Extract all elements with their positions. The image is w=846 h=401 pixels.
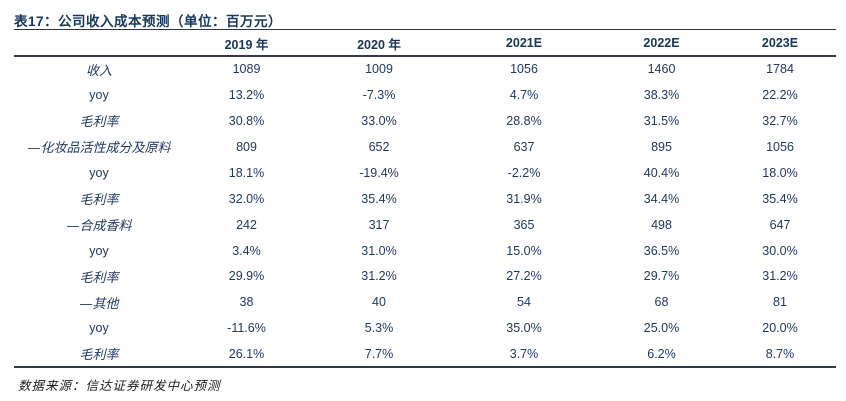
cell-value: 1460	[647, 62, 676, 77]
cell-value: 809	[236, 139, 257, 154]
cell-value: 895	[651, 139, 672, 154]
row-label: 毛利率	[79, 193, 119, 209]
cell-value: -2.2%	[507, 165, 541, 180]
cell-value: 365	[513, 217, 535, 232]
cell-value: 5.3%	[364, 321, 394, 336]
cell-value: 29.9%	[228, 269, 265, 284]
row-label: —化妆品活性成分及原料	[27, 141, 171, 157]
cell-value: 242	[236, 217, 257, 232]
row-label: 毛利率	[79, 115, 119, 131]
cell-value: 34.4%	[643, 191, 680, 206]
cell-value: 29.7%	[643, 269, 680, 284]
cell-value: 54	[517, 295, 531, 310]
forecast-table: 2019 年 2020 年 2021E 2022E 2023E 收入 1089 10…	[14, 31, 836, 369]
cell-value: 15.0%	[506, 243, 542, 258]
cell-value: 20.0%	[762, 321, 798, 336]
row-label: yoy	[89, 243, 109, 258]
table-header-row: 2019 年 2020 年 2021E 2022E 2023E	[14, 31, 836, 57]
cell-value: 7.7%	[309, 341, 449, 369]
table-row: yoy 18.1% -19.4% -2.2% 40.4% 18.0%	[14, 160, 836, 186]
cell-value: 38.3%	[643, 87, 680, 102]
col-header-2022e: 2022E	[599, 31, 724, 57]
cell-value: 35.0%	[506, 321, 542, 336]
cell-value: 27.2%	[506, 269, 542, 284]
cell-value: 31.2%	[762, 269, 798, 284]
table-row: yoy 3.4% 31.0% 15.0% 36.5% 30.0%	[14, 238, 836, 264]
cell-value: 1089	[232, 62, 261, 77]
cell-value: 68	[654, 295, 669, 310]
row-label: yoy	[89, 87, 109, 102]
col-header-2023e: 2023E	[724, 31, 836, 57]
table-row: 收入 1089 1009 1056 1460 1784	[14, 56, 836, 82]
table-row: —合成香料 242 317 365 498 647	[14, 212, 836, 238]
cell-value: 31.0%	[361, 243, 397, 258]
row-label: —其他	[79, 296, 119, 312]
cell-value: 40	[372, 295, 386, 310]
table-row: —其他 38 40 54 68 81	[14, 289, 836, 315]
row-label: 毛利率	[14, 341, 184, 369]
table-body: 收入 1089 1009 1056 1460 1784 yoy 13.2% -7.3% 4.7% 3…	[14, 56, 836, 369]
cell-value: 22.2%	[762, 87, 798, 102]
cell-value: 36.5%	[643, 243, 680, 258]
cell-value: 31.9%	[506, 191, 542, 206]
cell-value: 35.4%	[762, 191, 798, 206]
cell-value: 18.1%	[228, 165, 265, 180]
row-label: yoy	[89, 165, 109, 180]
cell-value: 32.0%	[228, 191, 265, 206]
table-row: 毛利率 32.0% 35.4% 31.9% 34.4% 35.4%	[14, 186, 836, 212]
cell-value: 30.0%	[762, 243, 798, 258]
cell-value: 3.7%	[449, 341, 599, 369]
cell-value: 498	[651, 217, 672, 232]
cell-value: 1056	[766, 139, 794, 154]
row-label: 收入	[85, 63, 112, 79]
cell-value: 28.8%	[506, 113, 542, 128]
row-label: yoy	[89, 321, 109, 336]
cell-value: 38	[239, 295, 254, 310]
table-row: 毛利率 30.8% 33.0% 28.8% 31.5% 32.7%	[14, 108, 836, 134]
cell-value: 32.7%	[762, 113, 798, 128]
cell-value: -11.6%	[227, 321, 266, 336]
cell-value: -19.4%	[359, 165, 399, 180]
cell-value: 33.0%	[361, 113, 397, 128]
cell-value: 81	[773, 295, 787, 310]
cell-value: 637	[513, 139, 535, 154]
cell-value: 1056	[510, 62, 538, 77]
cell-value: 26.1%	[184, 341, 309, 369]
cell-value: 25.0%	[643, 321, 680, 336]
col-header-2019: 2019 年	[184, 31, 309, 57]
cell-value: 18.0%	[762, 165, 798, 180]
cell-value: 4.7%	[509, 87, 539, 102]
cell-value: 1009	[365, 62, 393, 77]
cell-value: 31.2%	[361, 269, 397, 284]
col-header-2021e: 2021E	[449, 31, 599, 57]
table-row: 毛利率 29.9% 31.2% 27.2% 29.7% 31.2%	[14, 264, 836, 290]
source-note: 数据来源：信达证券研发中心预测	[18, 378, 221, 393]
cell-value: 35.4%	[361, 191, 397, 206]
cell-value: 40.4%	[643, 165, 680, 180]
row-label: —合成香料	[66, 219, 132, 235]
cell-value: 1784	[766, 62, 794, 77]
cell-value: 3.4%	[232, 243, 261, 258]
cell-value: 31.5%	[643, 113, 680, 128]
cell-value: 647	[769, 217, 791, 232]
title-rule	[14, 29, 836, 30]
table-title: 表17：公司收入成本预测（单位：百万元）	[14, 14, 283, 29]
col-header-2020: 2020 年	[309, 31, 449, 57]
cell-value: 30.8%	[228, 113, 265, 128]
row-label: 毛利率	[79, 270, 119, 286]
table-row: yoy 13.2% -7.3% 4.7% 38.3% 22.2%	[14, 82, 836, 108]
table-row: yoy -11.6% 5.3% 35.0% 25.0% 20.0%	[14, 315, 836, 341]
table-row: —化妆品活性成分及原料 809 652 637 895 1056	[14, 134, 836, 160]
table-row: 毛利率 26.1% 7.7% 3.7% 6.2% 8.7%	[14, 341, 836, 369]
cell-value: 13.2%	[228, 87, 265, 102]
cell-value: 6.2%	[599, 341, 724, 369]
cell-value: 317	[368, 217, 390, 232]
cell-value: 652	[368, 139, 390, 154]
cell-value: 8.7%	[724, 341, 836, 369]
cell-value: -7.3%	[362, 87, 396, 102]
col-header-blank	[14, 31, 184, 57]
